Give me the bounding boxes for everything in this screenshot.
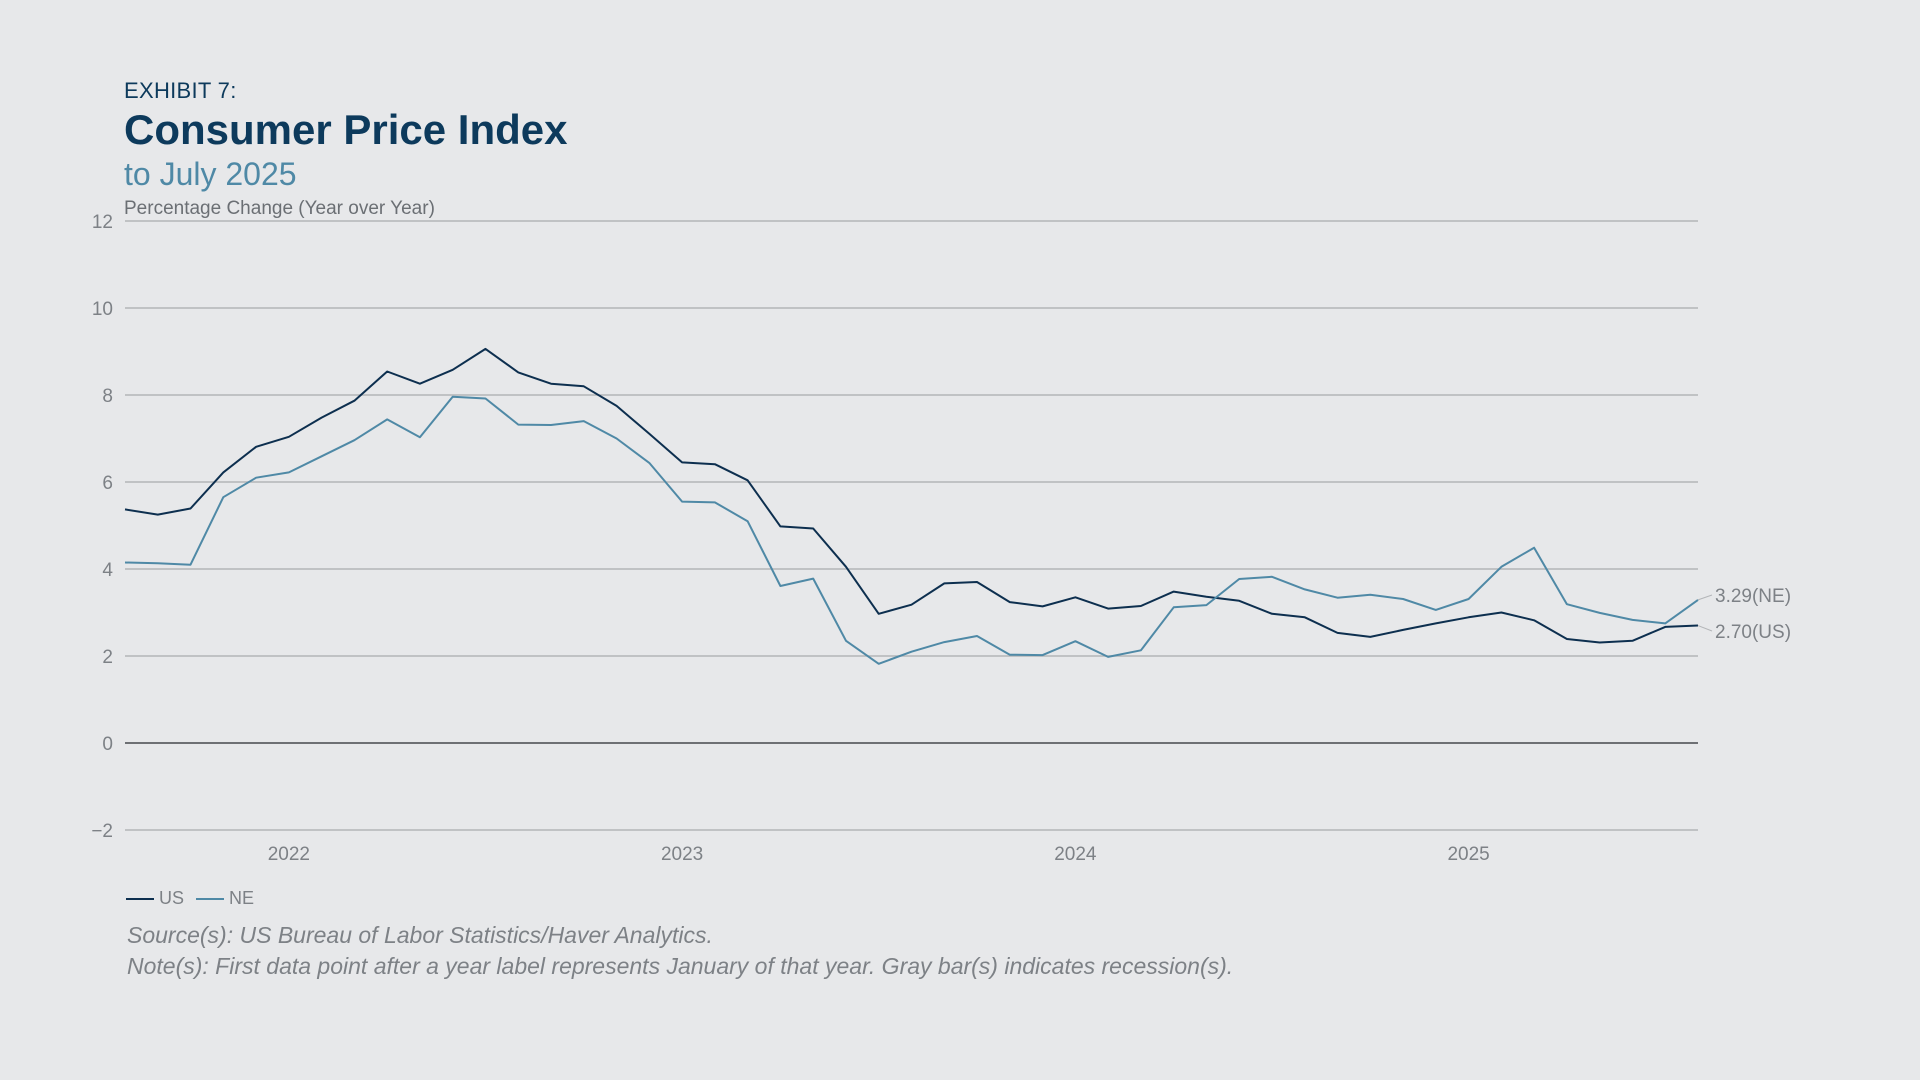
legend-swatch-ne (196, 897, 225, 900)
chart-title: Consumer Price Index (124, 106, 568, 153)
note-text: Note(s): First data point after a year l… (127, 953, 1234, 979)
x-tick-label: 2024 (1054, 844, 1097, 865)
end-label-us: 2.70(US) (1715, 622, 1791, 643)
source-note: Source(s): US Bureau of Labor Statistics… (127, 922, 713, 948)
legend: US NE (126, 888, 254, 909)
y-tick-label: −2 (91, 821, 113, 842)
y-tick-label: 2 (102, 647, 113, 668)
y-tick-label: 12 (92, 212, 113, 233)
chart-header: EXHIBIT 7: Consumer Price Index to July … (124, 78, 567, 220)
x-tick-label: 2023 (661, 844, 703, 865)
y-tick-label: 0 (102, 734, 113, 755)
series-line-us (124, 347, 1699, 644)
end-label-ne: 3.29(NE) (1715, 586, 1791, 607)
legend-label-ne: NE (229, 888, 255, 908)
series-line-ne (124, 395, 1699, 665)
legend-item-us: US (126, 888, 184, 909)
legend-swatch-us (126, 897, 154, 900)
y-tick-label: 4 (102, 560, 113, 581)
y-axis-label: Percentage Change (Year over Year) (124, 198, 435, 219)
x-tick-label: 2025 (1447, 844, 1489, 865)
chart-subtitle: to July 2025 (124, 156, 297, 192)
footer-notes: Source(s): US Bureau of Labor Statistics… (127, 920, 1233, 982)
annotation-leader-us (1697, 625, 1713, 632)
legend-item-ne: NE (196, 888, 254, 909)
exhibit-label: EXHIBIT 7: (124, 78, 237, 103)
x-tick-label: 2022 (268, 844, 310, 865)
annotation-leader-ne (1697, 594, 1713, 601)
y-tick-label: 8 (102, 386, 113, 407)
y-tick-label: 10 (92, 299, 113, 320)
y-tick-label: 6 (102, 473, 113, 494)
legend-label-us: US (159, 888, 185, 908)
